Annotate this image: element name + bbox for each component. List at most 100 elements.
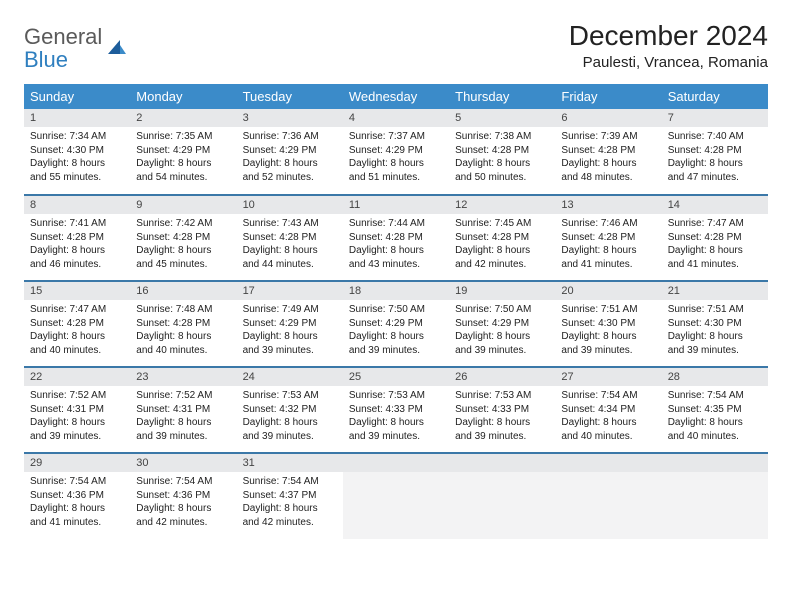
day-data: Sunrise: 7:46 AMSunset: 4:28 PMDaylight:…	[555, 214, 661, 276]
day-number: 15	[24, 282, 130, 300]
day-number: 3	[237, 109, 343, 127]
calendar-cell: 4Sunrise: 7:37 AMSunset: 4:29 PMDaylight…	[343, 109, 449, 195]
logo-triangle-icon	[106, 36, 128, 63]
day-number: 11	[343, 196, 449, 214]
day-data: Sunrise: 7:51 AMSunset: 4:30 PMDaylight:…	[662, 300, 768, 362]
calendar-cell: 7Sunrise: 7:40 AMSunset: 4:28 PMDaylight…	[662, 109, 768, 195]
day-header: Wednesday	[343, 84, 449, 109]
day-data: Sunrise: 7:48 AMSunset: 4:28 PMDaylight:…	[130, 300, 236, 362]
day-number: 13	[555, 196, 661, 214]
calendar-cell	[449, 453, 555, 539]
day-number: 27	[555, 368, 661, 386]
calendar-week-row: 8Sunrise: 7:41 AMSunset: 4:28 PMDaylight…	[24, 195, 768, 281]
calendar-week-row: 15Sunrise: 7:47 AMSunset: 4:28 PMDayligh…	[24, 281, 768, 367]
day-header: Tuesday	[237, 84, 343, 109]
calendar-cell: 8Sunrise: 7:41 AMSunset: 4:28 PMDaylight…	[24, 195, 130, 281]
title-block: December 2024 Paulesti, Vrancea, Romania	[569, 20, 768, 71]
day-number-empty	[662, 454, 768, 472]
calendar-cell: 31Sunrise: 7:54 AMSunset: 4:37 PMDayligh…	[237, 453, 343, 539]
day-data: Sunrise: 7:54 AMSunset: 4:36 PMDaylight:…	[130, 472, 236, 534]
day-data: Sunrise: 7:40 AMSunset: 4:28 PMDaylight:…	[662, 127, 768, 189]
day-data: Sunrise: 7:41 AMSunset: 4:28 PMDaylight:…	[24, 214, 130, 276]
day-data: Sunrise: 7:51 AMSunset: 4:30 PMDaylight:…	[555, 300, 661, 362]
day-data: Sunrise: 7:54 AMSunset: 4:34 PMDaylight:…	[555, 386, 661, 448]
calendar-table: SundayMondayTuesdayWednesdayThursdayFrid…	[24, 84, 768, 539]
logo-word-2: Blue	[24, 47, 68, 72]
day-number: 17	[237, 282, 343, 300]
calendar-cell: 15Sunrise: 7:47 AMSunset: 4:28 PMDayligh…	[24, 281, 130, 367]
calendar-cell: 22Sunrise: 7:52 AMSunset: 4:31 PMDayligh…	[24, 367, 130, 453]
day-data: Sunrise: 7:35 AMSunset: 4:29 PMDaylight:…	[130, 127, 236, 189]
logo: General Blue	[24, 20, 128, 72]
day-data: Sunrise: 7:36 AMSunset: 4:29 PMDaylight:…	[237, 127, 343, 189]
day-data: Sunrise: 7:52 AMSunset: 4:31 PMDaylight:…	[24, 386, 130, 448]
calendar-cell: 25Sunrise: 7:53 AMSunset: 4:33 PMDayligh…	[343, 367, 449, 453]
day-header: Sunday	[24, 84, 130, 109]
day-data: Sunrise: 7:47 AMSunset: 4:28 PMDaylight:…	[24, 300, 130, 362]
day-data: Sunrise: 7:47 AMSunset: 4:28 PMDaylight:…	[662, 214, 768, 276]
day-data: Sunrise: 7:45 AMSunset: 4:28 PMDaylight:…	[449, 214, 555, 276]
calendar-cell: 3Sunrise: 7:36 AMSunset: 4:29 PMDaylight…	[237, 109, 343, 195]
calendar-cell: 12Sunrise: 7:45 AMSunset: 4:28 PMDayligh…	[449, 195, 555, 281]
day-number: 23	[130, 368, 236, 386]
day-number: 18	[343, 282, 449, 300]
calendar-cell: 17Sunrise: 7:49 AMSunset: 4:29 PMDayligh…	[237, 281, 343, 367]
day-data: Sunrise: 7:42 AMSunset: 4:28 PMDaylight:…	[130, 214, 236, 276]
day-data: Sunrise: 7:50 AMSunset: 4:29 PMDaylight:…	[449, 300, 555, 362]
day-number: 6	[555, 109, 661, 127]
calendar-cell: 24Sunrise: 7:53 AMSunset: 4:32 PMDayligh…	[237, 367, 343, 453]
calendar-cell: 27Sunrise: 7:54 AMSunset: 4:34 PMDayligh…	[555, 367, 661, 453]
calendar-cell: 28Sunrise: 7:54 AMSunset: 4:35 PMDayligh…	[662, 367, 768, 453]
day-number: 30	[130, 454, 236, 472]
day-header: Saturday	[662, 84, 768, 109]
logo-word-1: General	[24, 24, 102, 49]
day-number: 31	[237, 454, 343, 472]
month-title: December 2024	[569, 20, 768, 52]
day-data: Sunrise: 7:54 AMSunset: 4:37 PMDaylight:…	[237, 472, 343, 534]
day-data: Sunrise: 7:49 AMSunset: 4:29 PMDaylight:…	[237, 300, 343, 362]
day-number: 19	[449, 282, 555, 300]
calendar-cell: 13Sunrise: 7:46 AMSunset: 4:28 PMDayligh…	[555, 195, 661, 281]
day-number: 21	[662, 282, 768, 300]
calendar-cell: 20Sunrise: 7:51 AMSunset: 4:30 PMDayligh…	[555, 281, 661, 367]
calendar-cell: 9Sunrise: 7:42 AMSunset: 4:28 PMDaylight…	[130, 195, 236, 281]
calendar-cell: 11Sunrise: 7:44 AMSunset: 4:28 PMDayligh…	[343, 195, 449, 281]
day-data: Sunrise: 7:52 AMSunset: 4:31 PMDaylight:…	[130, 386, 236, 448]
day-header: Thursday	[449, 84, 555, 109]
day-number-empty	[449, 454, 555, 472]
day-data: Sunrise: 7:34 AMSunset: 4:30 PMDaylight:…	[24, 127, 130, 189]
day-number-empty	[343, 454, 449, 472]
calendar-cell: 21Sunrise: 7:51 AMSunset: 4:30 PMDayligh…	[662, 281, 768, 367]
calendar-cell: 19Sunrise: 7:50 AMSunset: 4:29 PMDayligh…	[449, 281, 555, 367]
calendar-week-row: 29Sunrise: 7:54 AMSunset: 4:36 PMDayligh…	[24, 453, 768, 539]
calendar-cell: 30Sunrise: 7:54 AMSunset: 4:36 PMDayligh…	[130, 453, 236, 539]
day-number: 2	[130, 109, 236, 127]
calendar-cell: 23Sunrise: 7:52 AMSunset: 4:31 PMDayligh…	[130, 367, 236, 453]
calendar-cell: 10Sunrise: 7:43 AMSunset: 4:28 PMDayligh…	[237, 195, 343, 281]
calendar-cell: 16Sunrise: 7:48 AMSunset: 4:28 PMDayligh…	[130, 281, 236, 367]
day-number: 5	[449, 109, 555, 127]
day-number: 16	[130, 282, 236, 300]
day-data: Sunrise: 7:54 AMSunset: 4:36 PMDaylight:…	[24, 472, 130, 534]
day-number: 7	[662, 109, 768, 127]
calendar-cell: 1Sunrise: 7:34 AMSunset: 4:30 PMDaylight…	[24, 109, 130, 195]
day-number: 26	[449, 368, 555, 386]
day-header: Monday	[130, 84, 236, 109]
calendar-cell	[555, 453, 661, 539]
calendar-cell: 29Sunrise: 7:54 AMSunset: 4:36 PMDayligh…	[24, 453, 130, 539]
calendar-cell	[343, 453, 449, 539]
calendar-cell	[662, 453, 768, 539]
calendar-cell: 18Sunrise: 7:50 AMSunset: 4:29 PMDayligh…	[343, 281, 449, 367]
day-data: Sunrise: 7:50 AMSunset: 4:29 PMDaylight:…	[343, 300, 449, 362]
calendar-week-row: 22Sunrise: 7:52 AMSunset: 4:31 PMDayligh…	[24, 367, 768, 453]
calendar-cell: 26Sunrise: 7:53 AMSunset: 4:33 PMDayligh…	[449, 367, 555, 453]
day-number: 25	[343, 368, 449, 386]
day-number: 4	[343, 109, 449, 127]
day-number: 12	[449, 196, 555, 214]
day-data: Sunrise: 7:43 AMSunset: 4:28 PMDaylight:…	[237, 214, 343, 276]
day-data: Sunrise: 7:37 AMSunset: 4:29 PMDaylight:…	[343, 127, 449, 189]
day-data: Sunrise: 7:53 AMSunset: 4:32 PMDaylight:…	[237, 386, 343, 448]
day-number: 9	[130, 196, 236, 214]
calendar-cell: 2Sunrise: 7:35 AMSunset: 4:29 PMDaylight…	[130, 109, 236, 195]
day-number: 20	[555, 282, 661, 300]
